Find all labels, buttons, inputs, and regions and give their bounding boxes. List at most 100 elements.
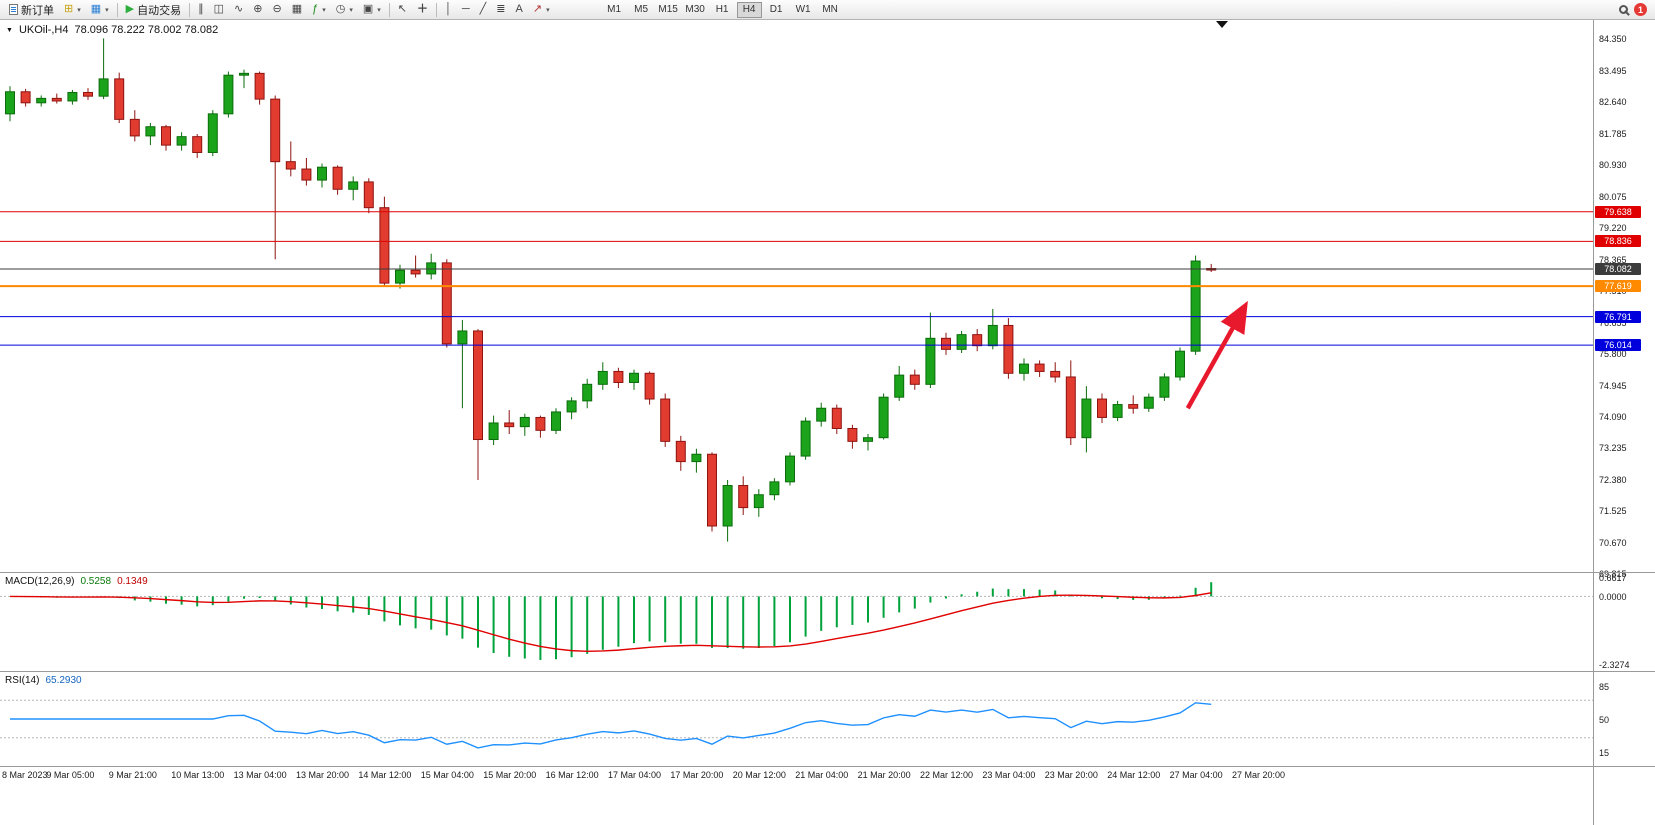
- templates-button[interactable]: ▣ ▾: [358, 1, 386, 18]
- candle-body: [1175, 350, 1185, 378]
- chevron-down-icon: ▾: [546, 6, 550, 14]
- candle-body: [426, 262, 437, 275]
- candle-body: [192, 136, 203, 153]
- notification-badge[interactable]: 1: [1634, 3, 1647, 16]
- candle-body: [1159, 376, 1170, 398]
- vertical-line-button[interactable]: │: [440, 1, 457, 18]
- candle-body: [1081, 398, 1092, 439]
- auto-trading-button[interactable]: ▶ 自动交易: [121, 1, 186, 18]
- price-axis-label: 73.235: [1599, 443, 1627, 454]
- candle-body: [317, 166, 327, 181]
- candle-body: [239, 72, 249, 76]
- collapse-caret-icon[interactable]: ▼: [6, 26, 13, 34]
- indicators-button[interactable]: ƒ ▾: [307, 1, 331, 18]
- new-chart-button[interactable]: ⊞ ▾: [59, 1, 86, 18]
- horizontal-line-button[interactable]: ─: [457, 1, 475, 18]
- annotation-arrow[interactable]: [1185, 300, 1248, 410]
- timeframe-D1[interactable]: D1: [769, 4, 783, 15]
- chart-header: ▼ UKOil-,H4 78.096 78.222 78.002 78.082: [6, 24, 218, 36]
- candle-body: [613, 370, 624, 383]
- line-chart-icon: ∿: [234, 3, 244, 15]
- candle-body: [254, 72, 265, 100]
- candle-body: [738, 485, 749, 509]
- candle-body: [20, 91, 31, 104]
- timeframe-H4[interactable]: H4: [736, 1, 762, 18]
- candle-body: [270, 98, 281, 163]
- cursor-button[interactable]: ↖: [393, 1, 412, 18]
- timeframe-H1[interactable]: H1: [715, 4, 729, 15]
- price-axis-label: 84.350: [1599, 34, 1627, 45]
- time-axis-label: 22 Mar 12:00: [920, 770, 974, 780]
- timeframe-M30[interactable]: M30: [685, 4, 705, 15]
- zoom-in-icon: ⊕: [253, 3, 263, 15]
- tile-windows-button[interactable]: ▦: [287, 1, 307, 18]
- candle-body: [956, 334, 967, 350]
- candle-body: [691, 453, 702, 463]
- trendline-button[interactable]: ╱: [475, 1, 492, 18]
- candle-body: [707, 453, 717, 527]
- candlestick-chart-button[interactable]: ◫: [209, 1, 229, 18]
- price-axis-label: 76.655: [1599, 317, 1627, 328]
- trendline-icon: ╱: [479, 3, 487, 15]
- candle-body: [675, 440, 686, 463]
- profiles-button[interactable]: ▦ ▾: [86, 1, 114, 18]
- macd-indicator-pane: [0, 582, 1593, 660]
- candle-body: [457, 330, 468, 345]
- price-badge-78.082: 78.082: [1595, 263, 1641, 276]
- time-axis-label: 24 Mar 12:00: [1107, 770, 1161, 780]
- macd-label: MACD(12,26,9) 0.5258 0.1349: [5, 576, 148, 587]
- zoom-out-icon: ⊖: [272, 3, 282, 15]
- price-axis-label: 74.945: [1599, 380, 1627, 391]
- new-order-button[interactable]: 新订单: [4, 1, 59, 18]
- rsi-name: RSI(14): [5, 675, 40, 686]
- candle-body: [1003, 324, 1014, 374]
- time-axis-label: 15 Mar 20:00: [483, 770, 537, 780]
- text-label-button[interactable]: A: [511, 1, 528, 18]
- candle-body: [1034, 363, 1045, 372]
- symbol-period-label: UKOil-,H4: [18, 24, 69, 36]
- candle-body: [223, 74, 234, 115]
- macd-name: MACD(12,26,9): [5, 576, 75, 587]
- pane-divider[interactable]: [0, 671, 1655, 672]
- candle-body: [332, 166, 343, 190]
- timeframe-MN[interactable]: MN: [822, 4, 838, 15]
- time-axis[interactable]: 8 Mar 2023 9 Mar 05:00 9 Mar 21:00 10 Mar 1…: [0, 767, 1593, 785]
- candle-body: [395, 269, 405, 284]
- time-axis-label: 8 Mar 2023: [2, 770, 48, 780]
- arrows-button[interactable]: ↗ ▾: [528, 1, 555, 18]
- periods-button[interactable]: ◷ ▾: [331, 1, 358, 18]
- line-chart-button[interactable]: ∿: [229, 1, 248, 18]
- bar-chart-button[interactable]: ∥: [193, 1, 209, 18]
- toolbar-separator: [388, 2, 390, 17]
- tile-windows-icon: ▦: [291, 3, 303, 15]
- candle-body: [129, 118, 140, 137]
- fibonacci-button[interactable]: ≣: [491, 1, 510, 18]
- timeframe-M15[interactable]: M15: [658, 4, 678, 15]
- search-icon[interactable]: [1619, 5, 1628, 14]
- ohlc-values: 78.096 78.222 78.002 78.082: [74, 24, 219, 36]
- pane-divider[interactable]: [0, 572, 1655, 573]
- candle-body: [722, 485, 733, 527]
- pane-divider[interactable]: [0, 766, 1655, 767]
- macd-axis-label: -2.3274: [1599, 660, 1630, 671]
- crosshair-button[interactable]: ＋: [412, 1, 433, 18]
- clock-icon: ◷: [335, 3, 346, 15]
- time-axis-label: 9 Mar 05:00: [46, 770, 95, 780]
- time-axis-label: 21 Mar 20:00: [857, 770, 911, 780]
- candle-body: [847, 427, 858, 442]
- scroll-position-marker[interactable]: [1216, 21, 1228, 28]
- time-axis-label: 27 Mar 20:00: [1232, 770, 1286, 780]
- crosshair-icon: ＋: [417, 3, 428, 15]
- candle-body: [519, 416, 530, 428]
- toolbar-separator: [189, 2, 191, 17]
- timeframe-M5[interactable]: M5: [634, 4, 649, 15]
- price-scale[interactable]: 84.350 83.495 82.640 81.785 80.930 80.075 79.2…: [1593, 20, 1655, 825]
- price-badge-79.638: 79.638: [1595, 205, 1641, 218]
- timeframe-W1[interactable]: W1: [795, 4, 811, 15]
- rsi-line: [10, 702, 1212, 749]
- zoom-in-button[interactable]: ⊕: [248, 1, 267, 18]
- time-axis-label: 13 Mar 04:00: [233, 770, 287, 780]
- timeframe-M1[interactable]: M1: [607, 4, 622, 15]
- cursor-icon: ↖: [397, 3, 407, 15]
- zoom-out-button[interactable]: ⊖: [267, 1, 286, 18]
